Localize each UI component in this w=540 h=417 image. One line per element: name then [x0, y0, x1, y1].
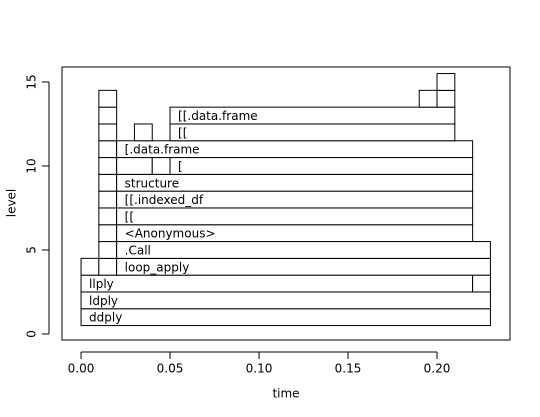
y-tick-label: 0: [25, 330, 39, 338]
frame: [169, 123, 456, 142]
frame: [80, 291, 491, 310]
frame: [98, 241, 118, 259]
frame-label: [[: [178, 126, 187, 140]
frame-label: loop_apply: [125, 260, 190, 274]
frame: [436, 73, 456, 91]
frame-label: ldply: [89, 294, 118, 308]
frame: [169, 106, 456, 125]
y-tick-label: 15: [25, 74, 39, 89]
frame-label: [[: [125, 210, 134, 224]
frame: [80, 257, 100, 276]
frame: [98, 123, 118, 142]
x-axis-title: time: [272, 387, 299, 401]
x-tick-label: 0.00: [68, 362, 95, 376]
y-axis-title: level: [5, 189, 19, 218]
frame: [98, 207, 118, 226]
x-tick-label: 0.20: [424, 362, 451, 376]
frame: [98, 140, 118, 159]
x-tick-label: 0.10: [246, 362, 273, 376]
frame-label: [.data.frame: [125, 143, 200, 157]
frame: [98, 190, 118, 209]
frame: [98, 224, 118, 243]
frame: [80, 274, 474, 293]
frame: [169, 157, 474, 175]
frame: [116, 157, 153, 175]
frame: [98, 257, 118, 276]
frame: [116, 207, 474, 226]
frame: [98, 173, 118, 192]
x-tick-label: 0.05: [157, 362, 184, 376]
plot-box: [61, 66, 511, 341]
frame-label: <Anonymous>: [125, 227, 216, 241]
frame-label: .Call: [125, 243, 151, 257]
frame: [436, 89, 456, 108]
y-tick-label: 10: [25, 158, 39, 173]
frame-label: [[.data.frame: [178, 109, 258, 123]
frame: [116, 241, 491, 259]
frame: [418, 89, 438, 108]
frame: [133, 123, 153, 142]
frame: [472, 274, 491, 293]
frame-label: structure: [125, 176, 179, 190]
y-tick-label: 5: [25, 246, 39, 254]
frame: [98, 89, 118, 108]
frame: [98, 157, 118, 175]
frame-label: [[.indexed_df: [125, 193, 204, 207]
frame-label: [: [178, 159, 183, 173]
frame: [80, 308, 491, 327]
frame-label: llply: [89, 277, 114, 291]
frame: [98, 106, 118, 125]
x-tick-label: 0.15: [335, 362, 362, 376]
frame: [151, 157, 171, 175]
frame-label: ddply: [89, 311, 122, 325]
